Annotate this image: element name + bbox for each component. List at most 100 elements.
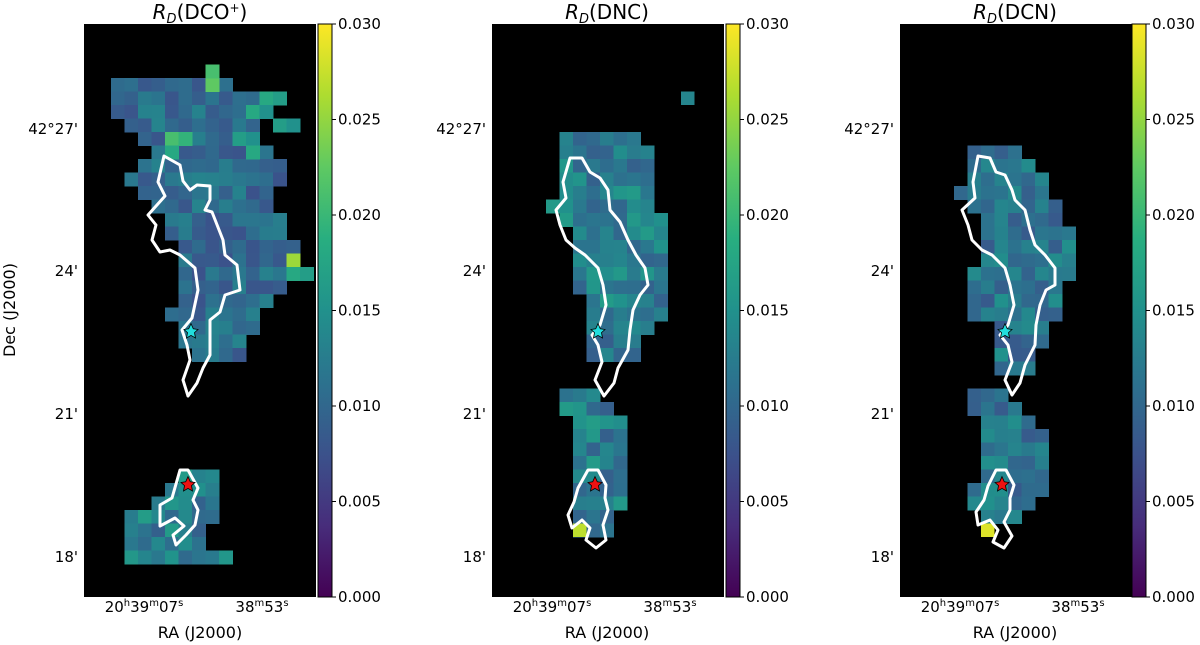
pixel-cell	[205, 91, 220, 106]
panel-title: RD(DNC)	[565, 0, 649, 27]
pixel-cell	[559, 388, 574, 403]
pixel-cell	[981, 523, 995, 537]
pixel-cell	[178, 280, 193, 295]
x-tick-label: 38m53s	[1051, 598, 1104, 616]
pixel-cell	[178, 510, 193, 524]
pixel-cell	[573, 172, 587, 187]
pixel-cell	[613, 415, 628, 430]
pixel-cell	[124, 550, 139, 565]
pixel-cell	[600, 442, 614, 457]
pixel-cell	[586, 456, 601, 470]
pixel-cell	[205, 145, 220, 160]
colorbar-tick-label: 0.020	[338, 206, 381, 224]
pixel-cell	[232, 240, 247, 254]
pixel-cell	[219, 78, 233, 92]
pixel-cell	[151, 105, 166, 119]
pixel-cell	[627, 226, 641, 241]
pixel-cell	[111, 105, 125, 119]
pixel-cell	[586, 240, 601, 254]
pixel-cell	[138, 132, 152, 146]
pixel-cell	[232, 172, 247, 187]
pixel-cell	[600, 321, 614, 335]
y-tick-label: 24'	[55, 262, 78, 280]
pixel-cell	[219, 159, 233, 173]
colorbar-tick-label: 0.020	[746, 206, 789, 224]
pixel-cell	[124, 172, 139, 187]
red-star-marker	[180, 475, 196, 492]
pixel-cell	[192, 226, 206, 241]
pixel-cell	[205, 307, 220, 322]
pixel-cell	[178, 78, 193, 92]
pixel-cell	[219, 105, 233, 119]
pixel-cell	[151, 496, 166, 511]
pixel-cell	[994, 145, 1009, 160]
pixel-cell	[219, 307, 233, 322]
pixel-cell	[165, 199, 179, 214]
pixel-cell	[219, 91, 233, 106]
pixel-cell	[654, 280, 668, 295]
colorbar-tick-label: 0.030	[1152, 15, 1195, 33]
colorbar-tick-label: 0.015	[746, 302, 789, 320]
pixel-cell	[219, 550, 233, 565]
pixel-cell	[586, 415, 601, 430]
pixel-cell	[192, 537, 206, 551]
pixel-cell	[232, 105, 247, 119]
pixel-cell	[192, 132, 206, 146]
pixel-cell	[192, 523, 206, 538]
pixel-cell	[559, 145, 574, 160]
pixel-cell	[613, 307, 628, 322]
pixel-cell	[259, 186, 274, 200]
pixel-cell	[205, 132, 220, 146]
pixel-cell	[640, 199, 655, 214]
pixel-cell	[1048, 280, 1063, 295]
pixel-cell	[232, 186, 247, 200]
pixel-cell	[138, 159, 152, 173]
pixel-cell	[192, 213, 206, 227]
pixel-cell	[981, 199, 995, 214]
pixel-cell	[1021, 415, 1036, 430]
pixel-cell	[232, 294, 247, 308]
pixel-cell	[600, 402, 614, 416]
pixel-cell	[165, 186, 179, 200]
pixel-cell	[640, 145, 655, 160]
pixel-cell	[994, 240, 1009, 254]
pixel-cell	[246, 199, 260, 214]
pixel-cell	[286, 118, 301, 133]
pixel-cell	[124, 118, 139, 133]
pixel-cell	[640, 240, 655, 254]
pixel-cell	[205, 240, 220, 254]
pixel-cell	[613, 483, 628, 497]
x-tick-label: 20h39m07s	[513, 598, 592, 616]
y-tick-label: 24'	[463, 262, 486, 280]
pixel-cell	[573, 267, 587, 281]
colorbar-tick-label: 0.010	[1152, 397, 1195, 415]
pixel-cell	[205, 469, 220, 484]
pixel-cell	[300, 267, 314, 281]
pixel-cell	[192, 550, 206, 565]
pixel-cell	[259, 240, 274, 254]
pixel-cell	[138, 78, 152, 92]
y-tick-label: 18'	[871, 548, 894, 566]
pixel-cell	[1035, 226, 1049, 241]
pixel-cell	[246, 280, 260, 295]
pixel-cell	[1008, 213, 1022, 227]
pixel-cell	[981, 402, 995, 416]
pixel-cell	[586, 429, 601, 443]
pixel-cell	[178, 145, 193, 160]
colorbar-tick-label: 0.020	[1152, 206, 1195, 224]
pixel-cell	[1008, 267, 1022, 281]
pixel-cell	[205, 267, 220, 281]
pixel-cell	[1048, 226, 1063, 241]
pixel-cell	[138, 550, 152, 565]
colorbar-gradient	[1131, 23, 1147, 598]
pixel-cell	[600, 253, 614, 268]
colorbar-tick-label: 0.005	[1152, 493, 1195, 511]
pixel-cell	[165, 226, 179, 241]
pixel-cell	[205, 118, 220, 133]
pixel-cell	[165, 105, 179, 119]
pixel-cell	[994, 348, 1009, 362]
pixel-cell	[1048, 199, 1063, 214]
pixel-cell	[600, 267, 614, 281]
pixel-cell	[613, 294, 628, 308]
pixel-cell	[124, 510, 139, 524]
